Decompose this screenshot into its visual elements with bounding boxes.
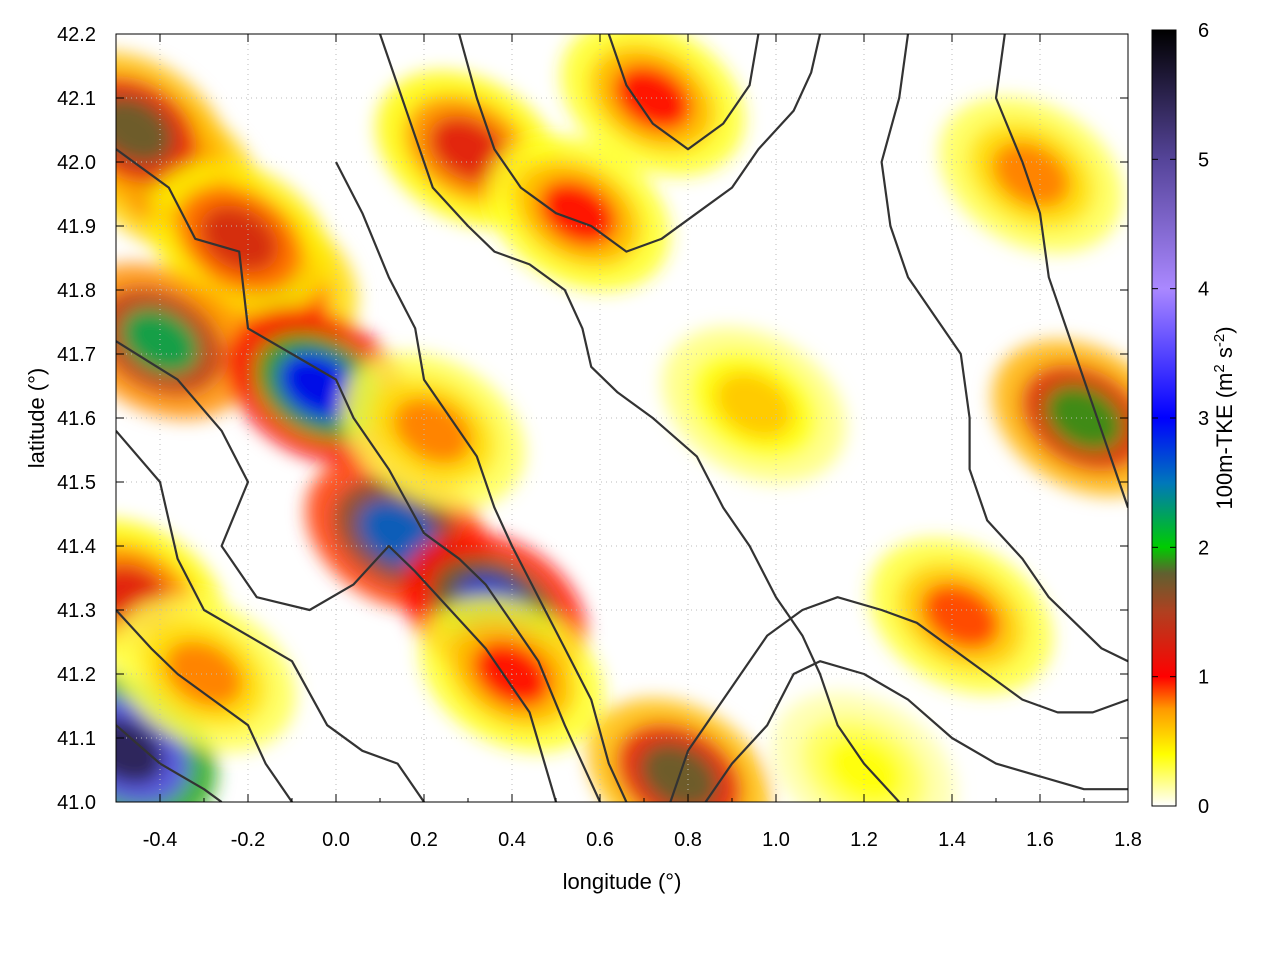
elevation-contour <box>458 34 822 253</box>
colorbar-title-sup1: 2 <box>1211 364 1228 372</box>
x-tick-label: 1.6 <box>1026 829 1054 851</box>
y-tick-label: 41.1 <box>57 728 96 750</box>
tke-hotspot <box>393 397 473 465</box>
x-tick-label: -0.2 <box>231 829 265 851</box>
colorbar-title-mid: s <box>1212 347 1237 364</box>
elevation-contour <box>335 161 628 802</box>
colorbar-title: 100m-TKE (m2 s-2) <box>1211 326 1238 509</box>
y-axis-ticks: 41.0 41.1 41.2 41.3 41.4 41.5 41.6 41.7 41.8 41.9… <box>57 24 1128 814</box>
y-tick-label: 41.7 <box>57 344 96 366</box>
y-tick-label: 41.3 <box>57 600 96 622</box>
x-tick-label: 0.2 <box>410 829 438 851</box>
elevation-contour <box>116 340 558 802</box>
y-tick-label: 41.0 <box>57 792 96 814</box>
elevation-contour <box>607 34 760 151</box>
x-tick-label: 0.6 <box>586 829 614 851</box>
tke-hotspot <box>120 307 200 375</box>
elevation-contour <box>116 148 601 802</box>
elevation-contour <box>116 724 223 802</box>
colorbar-tick-label: 5 <box>1198 149 1209 171</box>
colorbar-tick-label: 4 <box>1198 279 1209 301</box>
colorbar-ticks: 0 1 2 3 4 5 6 <box>1152 20 1209 818</box>
y-tick-label: 41.8 <box>57 280 96 302</box>
tke-hotspot <box>991 141 1071 209</box>
colorbar-title-sup2: -2 <box>1211 334 1228 347</box>
y-tick-label: 41.4 <box>57 536 96 558</box>
elevation-contour <box>116 609 293 802</box>
x-tick-label: 0.0 <box>322 829 350 851</box>
x-axis-ticks: -0.4 -0.2 0.0 0.2 0.4 0.6 0.8 1.0 1.2 1.4 1.6 1.8 <box>115 34 1142 851</box>
elevation-contour-layer <box>116 34 1128 802</box>
tke-hotspot <box>116 96 173 164</box>
colorbar-tick-label: 6 <box>1198 20 1209 42</box>
x-tick-label: 1.2 <box>850 829 878 851</box>
elevation-contour <box>669 596 1128 802</box>
tke-hotspot <box>279 352 358 420</box>
elevation-contour <box>116 430 425 802</box>
y-tick-label: 42.1 <box>57 88 96 110</box>
y-axis-title: latitude (°) <box>24 368 49 469</box>
tke-hotspot <box>921 582 1001 650</box>
tke-hotspot <box>164 640 244 708</box>
colorbar-tick-label: 1 <box>1198 667 1209 689</box>
x-tick-label: 1.0 <box>762 829 790 851</box>
elevation-contour <box>378 34 901 802</box>
x-axis-title: longitude (°) <box>563 869 682 894</box>
y-tick-label: 41.9 <box>57 216 96 238</box>
tke-hotspot <box>714 371 794 439</box>
colorbar-tick-label: 0 <box>1198 796 1209 818</box>
y-tick-label: 41.2 <box>57 664 96 686</box>
tke-hotspot <box>199 205 279 273</box>
y-tick-label: 42.2 <box>57 24 96 46</box>
x-tick-label: 1.8 <box>1114 829 1142 851</box>
x-tick-label: -0.4 <box>143 829 177 851</box>
x-tick-label: 0.4 <box>498 829 526 851</box>
tke-hotspot <box>613 64 693 132</box>
elevation-contour <box>880 34 1128 663</box>
colorbar-tick-label: 2 <box>1198 537 1209 559</box>
tke-hotspot <box>358 499 437 567</box>
colorbar-tick-label: 3 <box>1198 408 1209 430</box>
x-tick-label: 1.4 <box>938 829 966 851</box>
y-tick-label: 41.6 <box>57 408 96 430</box>
y-tick-label: 41.5 <box>57 472 96 494</box>
colorbar-title-main: 100m-TKE (m <box>1212 373 1237 510</box>
colorbar-title-end: ) <box>1212 326 1237 333</box>
y-tick-label: 42.0 <box>57 152 96 174</box>
elevation-contour <box>704 660 1128 802</box>
tke-hotspot <box>116 717 165 785</box>
elevation-contour <box>994 34 1128 508</box>
x-tick-label: 0.8 <box>674 829 702 851</box>
